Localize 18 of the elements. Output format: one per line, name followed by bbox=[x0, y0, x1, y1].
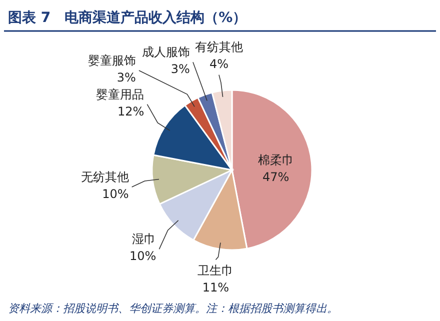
slice-label: 有纺其他 bbox=[194, 40, 243, 54]
data-label: 4% bbox=[209, 56, 228, 71]
slice-label: 棉柔巾 bbox=[258, 152, 294, 167]
slice-label: 湿巾 bbox=[132, 232, 156, 246]
slice-label: 无纺其他 bbox=[80, 170, 129, 184]
data-label: 47% bbox=[262, 170, 290, 184]
slice-label: 婴童服饰 bbox=[88, 53, 136, 68]
chart-title: 图表 7 电商渠道产品收入结构（%） bbox=[8, 9, 247, 26]
data-label: 10% bbox=[130, 249, 156, 264]
data-label: 3% bbox=[170, 62, 190, 76]
slice-label: 婴童用品 bbox=[96, 87, 144, 102]
text: 资料来源：招股说明书、华创证券测算。注：根据招股书测算得出。 bbox=[8, 302, 338, 315]
data-label: 11% bbox=[202, 280, 230, 295]
data-label: 10% bbox=[102, 187, 129, 202]
slice-label: 卫生巾 bbox=[198, 264, 234, 278]
data-label: 3% bbox=[116, 70, 136, 84]
slice-label: 成人服饰 bbox=[142, 45, 190, 60]
data-label: 12% bbox=[118, 104, 144, 118]
